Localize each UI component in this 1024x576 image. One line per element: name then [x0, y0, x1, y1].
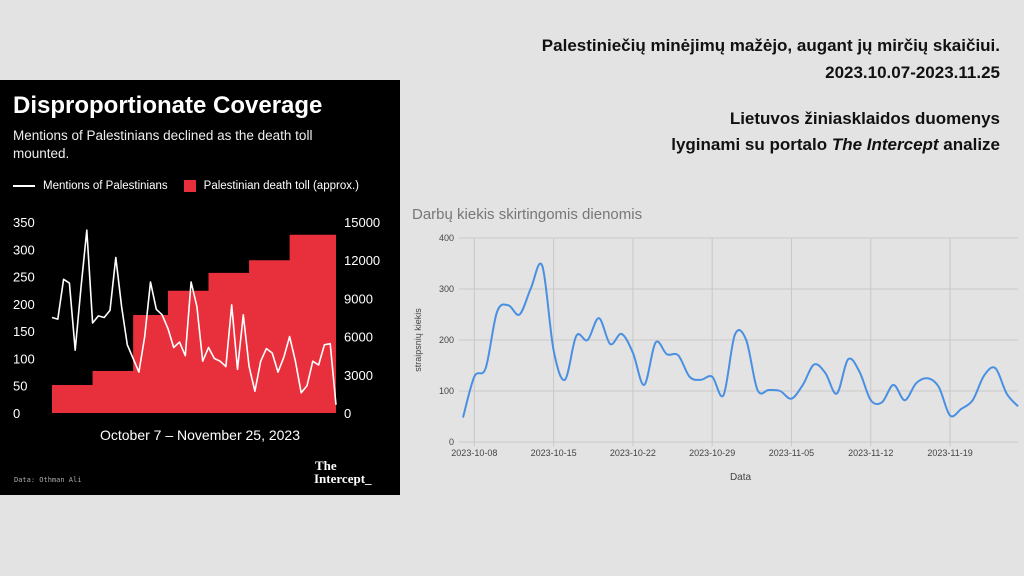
right-xtick-label: 2023-11-12 [848, 448, 893, 458]
subtitle-pre: lyginami su portalo [671, 135, 832, 154]
legend-area-swatch [183, 180, 196, 192]
logo-line2: Intercept_ [314, 471, 372, 486]
header-title: Palestiniečių minėjimų mažėjo, augant jų… [541, 36, 1000, 55]
legend-mentions-label: Mentions of Palestinians [43, 180, 168, 192]
header-date-range: 2023.10.07-2023.11.25 [825, 63, 1000, 82]
left-chart-source: Data: Othman Ali [14, 476, 82, 484]
right-ytick-label: 100 [439, 386, 454, 396]
right-ytick-label: 9000 [344, 291, 373, 306]
left-chart-subtitle: Mentions of Palestinians declined as the… [13, 128, 313, 161]
right-ytick-label: 0 [344, 406, 351, 421]
left-ytick-label: 0 [13, 406, 20, 421]
header-subtitle-line1: Lietuvos žiniasklaidos duomenys [729, 109, 1000, 128]
subtitle-post: analize [938, 135, 1000, 154]
subtitle-source-name: The Intercept [831, 135, 939, 154]
article-count-line [462, 262, 1019, 418]
right-yaxis-label: straipsnių kiekis [413, 308, 423, 372]
right-ytick-label: 300 [439, 284, 454, 294]
right-xtick-label: 2023-10-08 [451, 448, 497, 458]
right-ytick-label: 6000 [344, 330, 373, 345]
right-xaxis-label: Data [730, 472, 752, 483]
right-chart-plot: 0 100 200 300 400 2023-10-08 2023-10-15 2023-10… [413, 233, 1019, 483]
right-xtick-label: 2023-10-15 [531, 448, 577, 458]
left-chart-legend: Mentions of Palestinians Palestinian dea… [13, 180, 359, 192]
left-ytick-label: 350 [13, 215, 35, 230]
intercept-logo: The Intercept_ [314, 459, 372, 485]
left-chart-period: October 7 – November 25, 2023 [99, 427, 300, 443]
left-chart-title: Disproportionate Coverage [13, 92, 323, 119]
right-ytick-label: 0 [449, 437, 454, 447]
death-toll-area [52, 234, 336, 413]
intercept-chart-card: Disproportionate Coverage Mentions of Pa… [0, 80, 400, 495]
header-subtitle-line2: lyginami su portalo The Intercept analiz… [671, 132, 1000, 158]
right-xtick-label: 2023-10-29 [689, 448, 735, 458]
right-chart-title: Darbų kiekis skirtingomis dienomis [412, 206, 643, 223]
right-xtick-label: 2023-11-19 [927, 448, 972, 458]
left-ytick-label: 250 [13, 270, 35, 285]
logo-line1: The [315, 458, 337, 473]
right-ytick-label: 3000 [344, 368, 373, 383]
mentions-line [51, 229, 337, 405]
left-ytick-label: 150 [13, 324, 35, 339]
left-ytick-label: 100 [13, 351, 35, 366]
header-title-block: Palestiniečių minėjimų mažėjo, augant jų… [542, 32, 1000, 86]
legend-deathtoll-label: Palestinian death toll (approx.) [203, 180, 359, 192]
right-ytick-label: 15000 [344, 215, 380, 230]
left-ytick-label: 200 [13, 297, 35, 312]
left-ytick-label: 50 [13, 379, 27, 394]
right-ytick-label: 400 [439, 233, 454, 243]
legend-line-swatch [13, 185, 35, 187]
left-chart-plot: 0 50 100 150 200 250 300 350 0 3000 6000 9000 12000 1… [13, 215, 380, 421]
right-ytick-label: 12000 [344, 253, 380, 268]
left-ytick-label: 300 [13, 242, 35, 257]
right-xtick-label: 2023-10-22 [610, 448, 656, 458]
right-xtick-label: 2023-11-05 [769, 448, 814, 458]
right-ytick-label: 200 [439, 335, 454, 345]
header-subtitle-block: Lietuvos žiniasklaidos duomenys lyginami… [671, 106, 1000, 158]
